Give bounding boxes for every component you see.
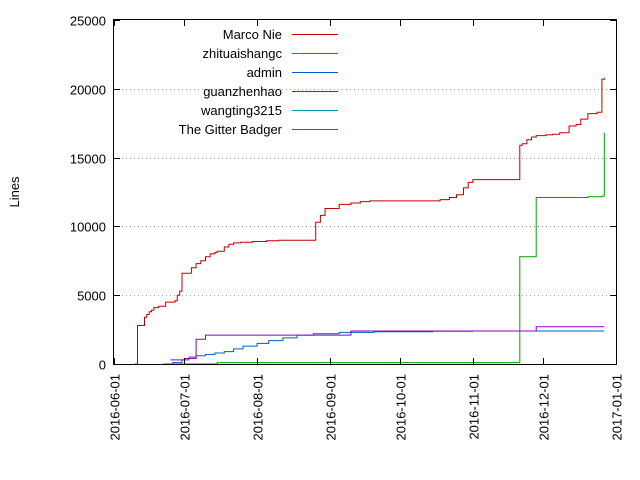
x-tick-label: 2016-09-01 [324,374,339,441]
legend-label: admin [247,65,282,80]
legend-label: wangting3215 [200,103,282,118]
x-tick-labels: 2016-06-01 2016-07-01 2016-08-01 2016-09-01… [108,374,625,441]
x-tick-label: 2016-12-01 [537,374,552,441]
legend-label: guanzhenhao [203,84,282,99]
x-tick-label: 2016-11-01 [467,374,482,440]
x-tick-label: 2016-08-01 [251,374,266,441]
x-tick-label: 2016-06-01 [108,374,123,441]
series-line-2 [163,330,605,365]
legend-label: Marco Nie [223,27,282,42]
y-tick-label: 25000 [70,14,106,29]
series-line-1 [163,132,605,365]
x-tick-label: 2017-01-01 [610,374,625,441]
y-axis-label: Lines [7,176,22,208]
legend-label: zhituaishangc [203,46,283,61]
y-tick-labels: 0 5000 10000 15000 20000 25000 [70,14,106,373]
series-lines [135,77,605,365]
axis-ticks [114,20,617,365]
y-tick-label: 0 [99,358,106,373]
grid-lines [114,89,616,296]
y-tick-label: 5000 [77,289,106,304]
y-tick-label: 10000 [70,220,106,235]
y-tick-label: 20000 [70,83,106,98]
plot-frame [113,19,617,365]
legend-label: The Gitter Badger [179,122,283,137]
x-tick-label: 2016-07-01 [178,374,193,441]
legend: Marco Nie zhituaishangc admin guanzhenhao wa… [179,27,338,137]
series-line-0 [135,77,605,365]
x-tick-label: 2016-10-01 [394,374,409,441]
series-line-3 [170,326,605,361]
y-tick-label: 15000 [70,152,106,167]
